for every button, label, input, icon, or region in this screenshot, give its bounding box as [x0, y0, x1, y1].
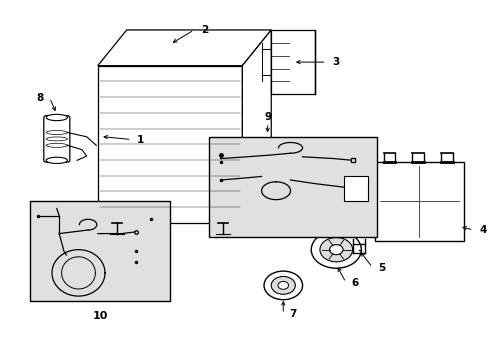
Text: 6: 6 — [351, 278, 358, 288]
Text: 2: 2 — [201, 25, 208, 35]
Ellipse shape — [46, 114, 67, 121]
Circle shape — [310, 231, 361, 268]
Bar — [374, 162, 463, 241]
Circle shape — [271, 276, 295, 294]
Text: 9: 9 — [264, 112, 271, 122]
Polygon shape — [98, 30, 271, 66]
Circle shape — [319, 238, 352, 262]
Polygon shape — [98, 66, 242, 223]
Circle shape — [264, 271, 302, 300]
Text: 5: 5 — [377, 262, 385, 273]
Polygon shape — [242, 30, 271, 223]
Bar — [343, 176, 367, 202]
Circle shape — [277, 282, 288, 289]
Text: 1: 1 — [137, 135, 144, 145]
Text: 4: 4 — [478, 225, 486, 235]
Circle shape — [329, 245, 343, 255]
Bar — [30, 202, 170, 301]
FancyBboxPatch shape — [44, 116, 70, 162]
Text: 7: 7 — [288, 309, 296, 319]
Text: 3: 3 — [332, 57, 339, 67]
Bar — [208, 137, 376, 237]
Text: 10: 10 — [92, 311, 108, 321]
Text: 8: 8 — [37, 93, 44, 103]
Ellipse shape — [46, 157, 67, 163]
Bar — [271, 30, 314, 94]
